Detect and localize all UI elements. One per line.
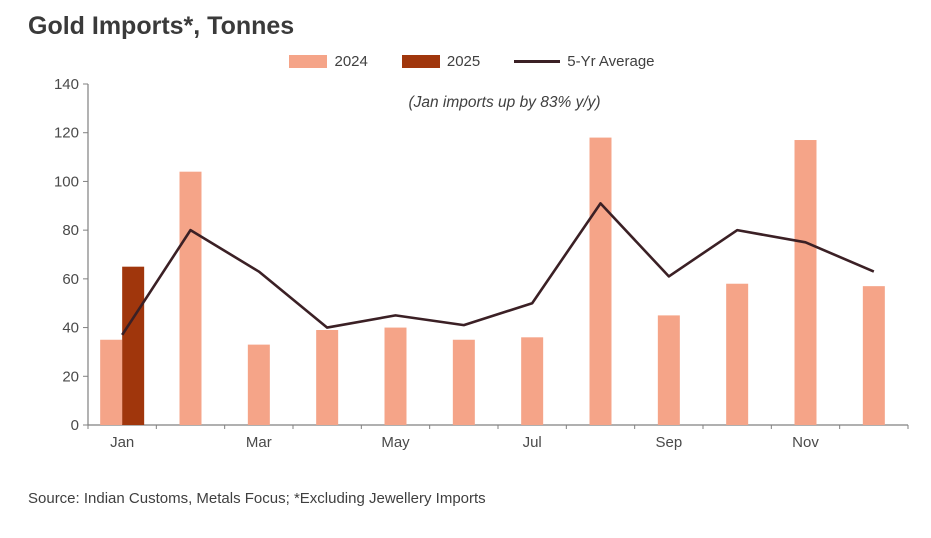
bar-2024-Apr (316, 330, 339, 425)
y-axis-tick-label: 40 (62, 320, 79, 337)
page-title: Gold Imports*, Tonnes (28, 12, 295, 40)
legend-swatch-2024-icon (289, 55, 328, 68)
chart-annotation: (Jan imports up by 83% y/y) (408, 94, 601, 111)
y-axis-tick-label: 100 (54, 173, 79, 190)
legend-item-2025: 2025 (401, 53, 481, 70)
x-axis-tick-label: May (381, 434, 410, 451)
bar-2024-Sep (657, 315, 680, 425)
source-note: Source: Indian Customs, Metals Focus; *E… (28, 490, 486, 507)
x-axis-tick-label: Jul (523, 434, 542, 451)
legend-swatch-2025-icon (401, 55, 440, 68)
y-axis-tick-label: 80 (62, 222, 79, 239)
legend: 2024 2025 5-Yr Average (26, 53, 918, 70)
legend-label-2025: 2025 (446, 53, 481, 70)
bar-2024-Mar (247, 344, 270, 425)
legend-item-2024: 2024 (289, 53, 368, 70)
x-axis-tick-label: Nov (792, 434, 819, 451)
x-axis-tick-label: Mar (246, 434, 272, 451)
y-axis-tick-label: 20 (62, 368, 79, 385)
y-axis-tick-label: 140 (54, 76, 79, 93)
bar-2024-May (384, 327, 407, 425)
bar-2024-Aug (589, 137, 612, 426)
bar-2024-Jan (100, 339, 123, 425)
bar-2025-Jan (122, 266, 145, 425)
legend-item-5yr-average: 5-Yr Average (514, 53, 655, 70)
bar-2024-Dec (862, 286, 885, 425)
y-axis-tick-label: 120 (54, 125, 79, 142)
legend-label-2024: 2024 (334, 53, 368, 70)
gold-imports-chart: 0 20 40 60 80 100 120 140 Jan Mar May Jul Sep Nov (54, 76, 909, 451)
legend-label-5yr-average: 5-Yr Average (567, 53, 655, 70)
bar-2024-Oct (726, 283, 749, 425)
line-5yr-average (121, 202, 875, 336)
legend-swatch-5yr-average-icon (514, 60, 561, 63)
y-axis-tick-label: 0 (71, 417, 79, 434)
bar-2024-Jul (521, 337, 544, 425)
bar-2024-Nov (794, 140, 817, 425)
x-axis-tick-label: Jan (110, 434, 134, 451)
x-axis-tick-label: Sep (655, 434, 682, 451)
chart-area: (Jan imports up by 83% y/y) 0 20 40 60 80 100… (26, 74, 923, 464)
y-axis-tick-label: 60 (62, 271, 79, 288)
bar-2024-Jun (452, 339, 475, 425)
bar-2024-Feb (179, 171, 202, 425)
